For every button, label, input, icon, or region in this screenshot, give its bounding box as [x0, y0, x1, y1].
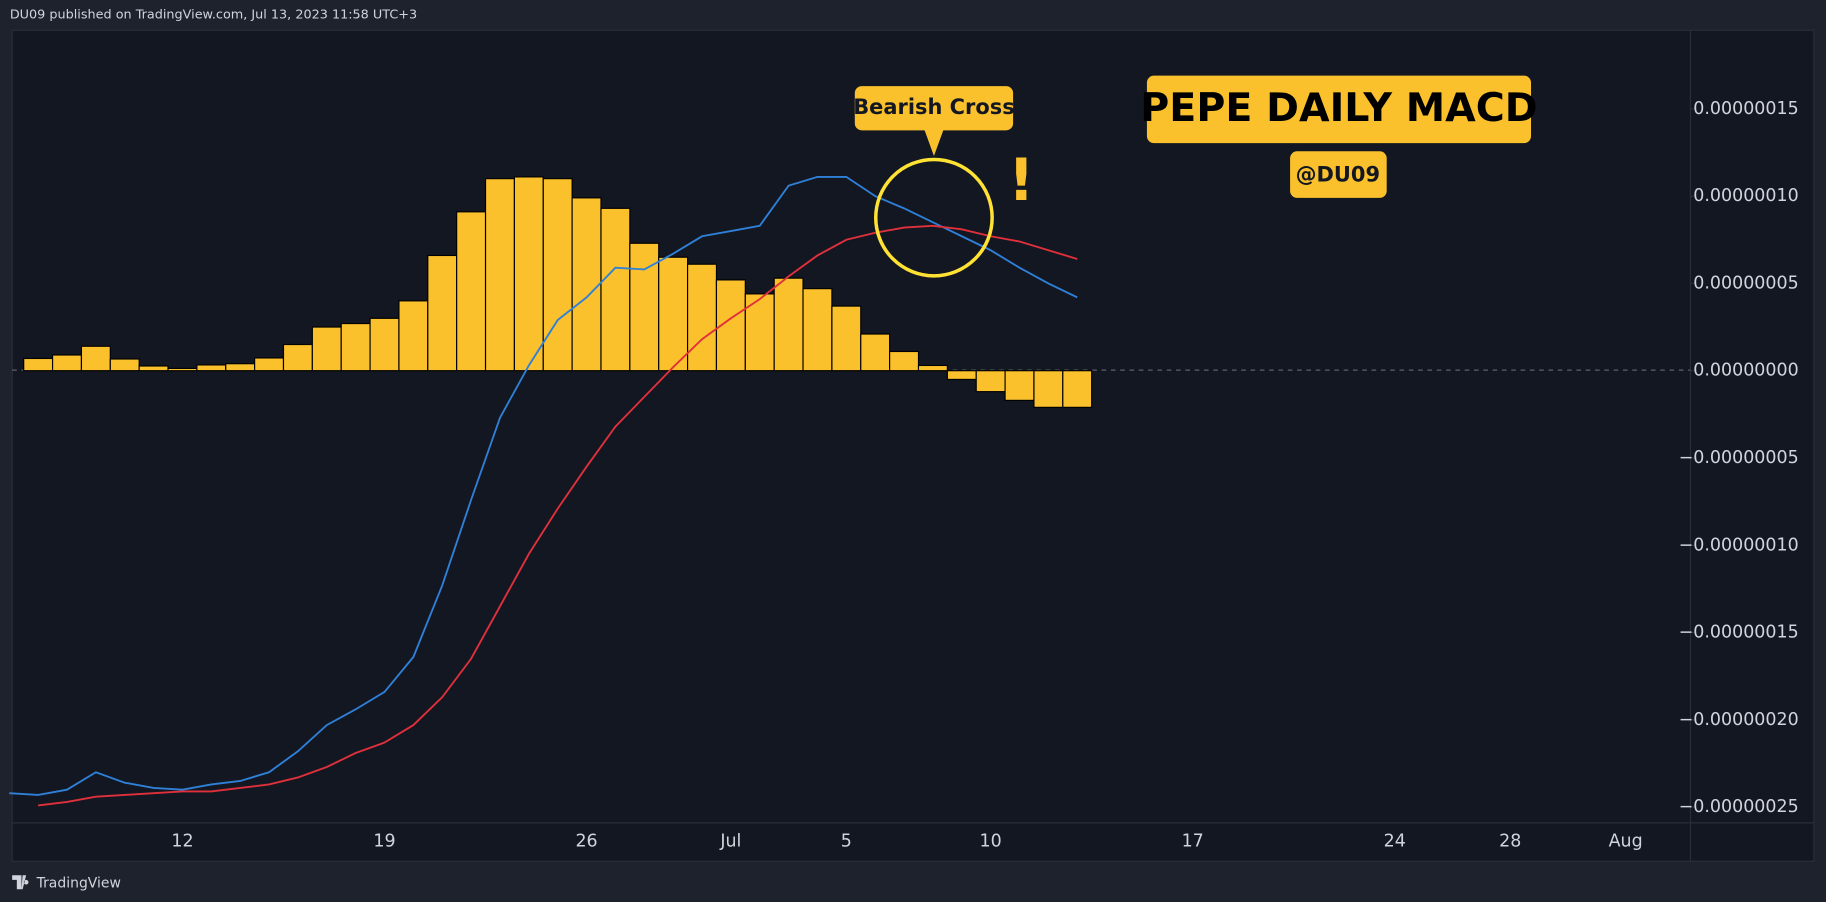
x-tick-label: 17: [1182, 831, 1204, 851]
histogram-bar: [1062, 370, 1093, 408]
histogram-bar: [196, 364, 227, 372]
subtitle-box: [1290, 151, 1387, 198]
histogram-bar: [629, 242, 660, 372]
histogram-bar: [831, 305, 862, 372]
histogram-bar: [571, 197, 602, 372]
histogram-bar: [802, 288, 833, 372]
y-tick-label: −0.00000005: [1679, 448, 1799, 468]
x-tick-label: Jul: [719, 831, 741, 851]
histogram-bar: [254, 357, 285, 372]
histogram-bar: [80, 345, 111, 372]
histogram-bar: [600, 207, 631, 372]
highlight-circle: [874, 157, 994, 278]
line: [9, 175, 1078, 796]
histogram-bar: [23, 357, 54, 372]
y-tick-label: −0.00000025: [1679, 797, 1799, 817]
tv-logo: [12, 875, 29, 890]
histogram-bar: [860, 333, 891, 372]
x-tick-label: 24: [1384, 831, 1406, 851]
histogram-bar: [138, 365, 169, 372]
histogram-bar: [773, 277, 804, 372]
y-tick-label: 0.00000010: [1693, 186, 1798, 206]
x-tick-label: 26: [575, 831, 597, 851]
histogram-bar: [369, 317, 400, 372]
x-tick-label: Aug: [1609, 831, 1643, 851]
histogram-bar: [946, 370, 977, 381]
histogram-bar: [484, 178, 515, 372]
histogram-bar: [975, 370, 1006, 393]
x-tick-label: 19: [373, 831, 395, 851]
histogram-bar: [686, 263, 718, 372]
y-tick-label: 0.00000005: [1693, 273, 1798, 293]
histogram-bar: [282, 343, 313, 372]
y-tick-label: −0.00000015: [1679, 623, 1799, 643]
chart-title: PEPE DAILY MACD: [1140, 85, 1537, 131]
x-tick-label: 28: [1499, 831, 1521, 851]
y-tick-label: −0.00000020: [1679, 710, 1799, 730]
annotations: Bearish Cross ! PEPE DAILY MACD @DU09: [853, 75, 1538, 278]
exclamation: !: [1008, 146, 1035, 214]
title-box: [1146, 75, 1532, 144]
chart-panel: [11, 29, 1815, 862]
callout-box: [854, 86, 1014, 156]
x-tick-label: 12: [171, 831, 193, 851]
histogram-bar: [1033, 370, 1064, 408]
x-tick-label: 10: [980, 831, 1002, 851]
y-tick-label: −0.00000010: [1679, 535, 1799, 555]
histogram-bar: [889, 350, 920, 372]
histogram-bar: [917, 364, 948, 372]
histogram-bar: [513, 176, 544, 372]
histogram-bar: [340, 322, 371, 372]
footer-brand: TradingView: [36, 875, 121, 891]
histogram-bar: [51, 354, 83, 372]
histogram-bar: [109, 358, 140, 372]
histogram-bar: [456, 211, 487, 372]
x-tick-label: 5: [841, 831, 852, 851]
histogram-bar: [542, 178, 573, 372]
plot: 0.00000015 0.00000010 0.00000005 0.00000000…: [9, 99, 1799, 851]
logo-mark: [12, 875, 29, 890]
histogram-bar: [167, 367, 198, 372]
histogram-bar: [311, 326, 342, 372]
histogram-bar: [1004, 370, 1035, 401]
chart-subtitle: @DU09: [1296, 163, 1380, 187]
histogram-bar: [398, 300, 429, 372]
histogram-bar: [427, 254, 458, 372]
y-tick-label: 0.00000015: [1693, 99, 1798, 119]
header-text: DU09 published on TradingView.com, Jul 1…: [10, 8, 417, 23]
histogram-bar: [225, 363, 256, 372]
callout-text: Bearish Cross: [853, 95, 1014, 119]
histogram-bar: [658, 256, 689, 372]
line: [38, 224, 1078, 807]
y-tick-label: 0.00000000: [1693, 361, 1798, 381]
